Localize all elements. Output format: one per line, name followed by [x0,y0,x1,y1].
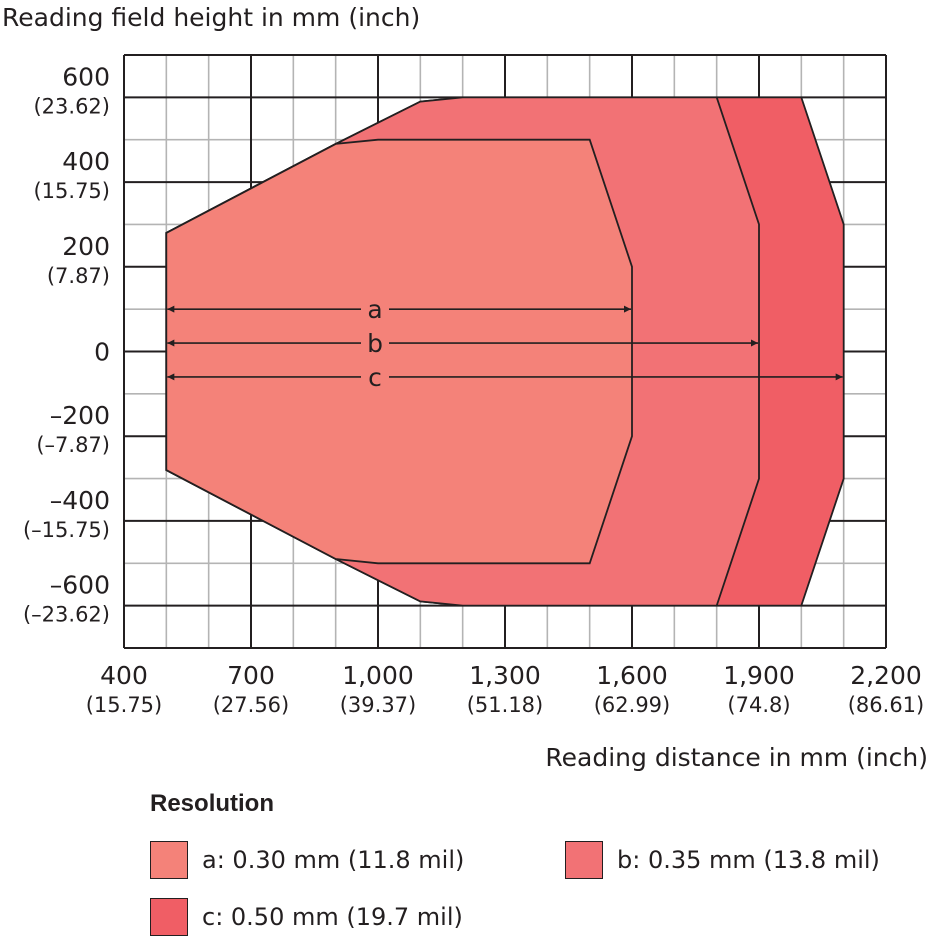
x-tick-label: 400 [100,661,148,690]
y-tick-label: 400 [62,147,110,176]
legend-label-b: b: 0.35 mm (13.8 mil) [617,846,880,874]
y-tick-sublabel: (23.62) [33,94,110,118]
legend-swatch-b [565,841,603,879]
x-tick-label: 1,000 [342,661,414,690]
y-tick-label: –600 [50,571,110,600]
x-tick-sublabel: (27.56) [213,693,290,717]
y-tick-sublabel: (–23.62) [23,603,110,627]
legend-item-a: a: 0.30 mm (11.8 mil) [150,841,464,879]
area-a [165,138,633,565]
y-tick-label: 200 [62,232,110,261]
y-tick-sublabel: (7.87) [47,264,110,288]
dimension-label-b: b [367,329,383,358]
x-axis-title: Reading distance in mm (inch) [545,743,928,772]
x-tick-sublabel: (51.18) [467,693,544,717]
x-tick-label: 1,300 [469,661,541,690]
legend-swatch-c [150,898,188,936]
dimension-label-a: a [367,295,382,324]
x-tick-sublabel: (74.8) [727,693,790,717]
x-tick-sublabel: (86.61) [848,693,925,717]
x-tick-label: 1,900 [723,661,795,690]
x-tick-label: 1,600 [596,661,668,690]
x-tick-sublabel: (62.99) [594,693,671,717]
legend-item-c: c: 0.50 mm (19.7 mil) [150,898,463,936]
legend-swatch-a [150,841,188,879]
legend-item-b: b: 0.35 mm (13.8 mil) [565,841,880,879]
x-tick-sublabel: (39.37) [340,693,417,717]
legend-label-a: a: 0.30 mm (11.8 mil) [202,846,465,874]
dimension-label-c: c [368,363,382,392]
x-tick-label: 2,200 [850,661,922,690]
legend-title: Resolution [150,790,274,817]
x-tick-label: 700 [227,661,275,690]
y-tick-label: 600 [62,62,110,91]
y-axis-title: Reading field height in mm (inch) [2,3,420,32]
reading-field-chart: abc 600 (23.62) 400 (15.75) 200 (7.87) 0 –200 (–7… [2,3,928,772]
y-tick-label: –400 [50,486,110,515]
y-tick-sublabel: (–15.75) [23,518,110,542]
y-tick-sublabel: (15.75) [33,179,110,203]
y-tick-label: 0 [94,338,110,367]
x-tick-sublabel: (15.75) [86,693,163,717]
y-tick-label: –200 [50,401,110,430]
y-tick-sublabel: (–7.87) [36,433,110,457]
legend-label-c: c: 0.50 mm (19.7 mil) [202,903,463,931]
